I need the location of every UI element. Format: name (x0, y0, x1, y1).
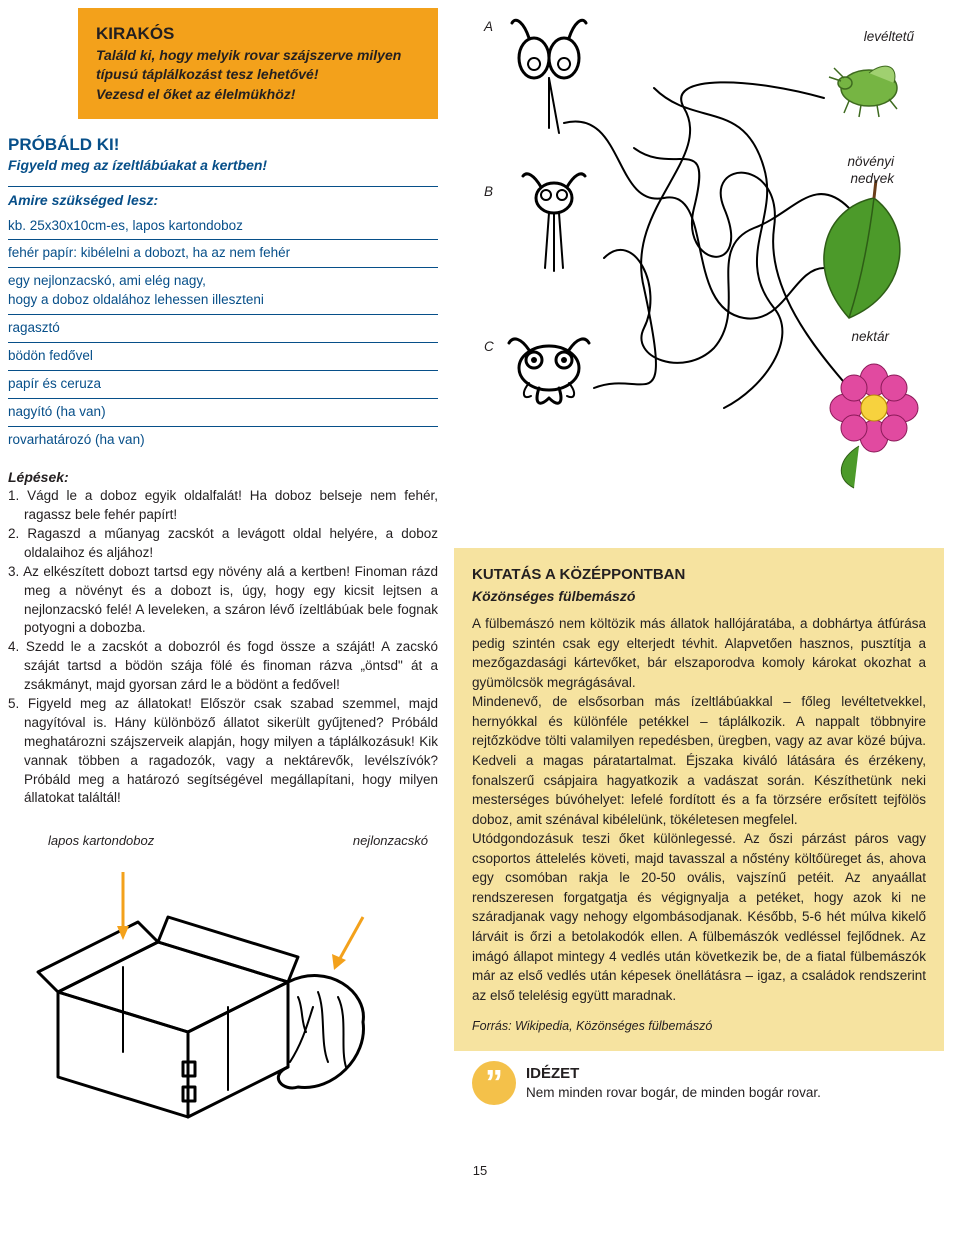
leaf-icon (824, 180, 900, 318)
puzzle-line1: Találd ki, hogy melyik rovar szájszerve … (96, 46, 420, 66)
puzzle-line3: Vezesd el őket az élelmükhöz! (96, 85, 420, 105)
supply-item: kb. 25x30x10cm-es, lapos kartondoboz (8, 213, 438, 241)
research-title: KUTATÁS A KÖZÉPPONTBAN (472, 564, 926, 586)
maze-svg-icon (454, 8, 944, 548)
tryit-subtitle: Figyeld meg az ízeltlábúakat a kertben! (8, 156, 438, 176)
research-p1: A fülbemászó nem költözik más állatok ha… (472, 614, 926, 692)
tryit-title: PRÓBÁLD KI! (8, 133, 438, 157)
supplies-heading: Amire szükséged lesz: (8, 187, 438, 213)
flower-icon (830, 364, 918, 488)
step-item: 4. Szedd le a zacskót a dobozról és fogd… (8, 638, 438, 695)
maze-label-nectar: nektár (851, 328, 889, 347)
puzzle-callout: KIRAKÓS Találd ki, hogy melyik rovar szá… (78, 8, 438, 119)
step-item: 5. Figyeld meg az állatokat! Először csa… (8, 695, 438, 808)
maze-letter-c: C (484, 338, 494, 357)
research-p3: Utódgondozásuk teszi őket különlegessé. … (472, 829, 926, 1005)
research-p2: Mindenevő, de elsősorban más ízeltlábúak… (472, 692, 926, 829)
supply-item: fehér papír: kibélelni a dobozt, ha az n… (8, 240, 438, 268)
research-source: Forrás: Wikipedia, Közönséges fülbemászó (472, 1017, 926, 1035)
supply-item: egy nejlonzacskó, ami elég nagy, hogy a … (8, 268, 438, 315)
quote-mark-icon: ” (472, 1061, 516, 1105)
page-number: 15 (0, 1162, 960, 1180)
box-diagram-icon (28, 862, 378, 1122)
maze-letter-b: B (484, 183, 493, 202)
step-item: 2. Ragaszd a műanyag zacskót a levágott … (8, 525, 438, 563)
supply-item: bödön fedővel (8, 343, 438, 371)
supply-item: rovarhatározó (ha van) (8, 427, 438, 454)
quote-title: IDÉZET (526, 1063, 821, 1084)
supply-item: nagyító (ha van) (8, 399, 438, 427)
maze-puzzle: A B C levéltetű növényi nedvek nektár (454, 8, 944, 548)
steps-heading: Lépések: (8, 468, 438, 488)
supply-item: ragasztó (8, 315, 438, 343)
step-item: 3. Az elkészített dobozt tartsd egy növé… (8, 563, 438, 639)
research-panel: KUTATÁS A KÖZÉPPONTBAN Közönséges fülbem… (454, 548, 944, 1051)
supply-item: papír és ceruza (8, 371, 438, 399)
diagram-label-box: lapos kartondoboz (48, 832, 154, 850)
puzzle-line2: típusú táplálkozást tesz lehetővé! (96, 65, 420, 85)
research-subtitle: Közönséges fülbemászó (472, 586, 926, 606)
quote-block: ” IDÉZET Nem minden rovar bogár, de mind… (454, 1061, 944, 1105)
aphid-icon (829, 66, 897, 117)
maze-label-sap2: nedvek (850, 170, 894, 189)
steps-list: 1. Vágd le a doboz egyik oldalfalát! Ha … (8, 487, 438, 808)
quote-text: Nem minden rovar bogár, de minden bogár … (526, 1084, 821, 1103)
puzzle-title: KIRAKÓS (96, 22, 420, 46)
maze-letter-a: A (484, 18, 493, 37)
diagram-label-bag: nejlonzacskó (353, 832, 428, 850)
supplies-list: kb. 25x30x10cm-es, lapos kartondoboz feh… (8, 213, 438, 454)
step-item: 1. Vágd le a doboz egyik oldalfalát! Ha … (8, 487, 438, 525)
maze-label-aphid: levéltetű (864, 28, 914, 47)
